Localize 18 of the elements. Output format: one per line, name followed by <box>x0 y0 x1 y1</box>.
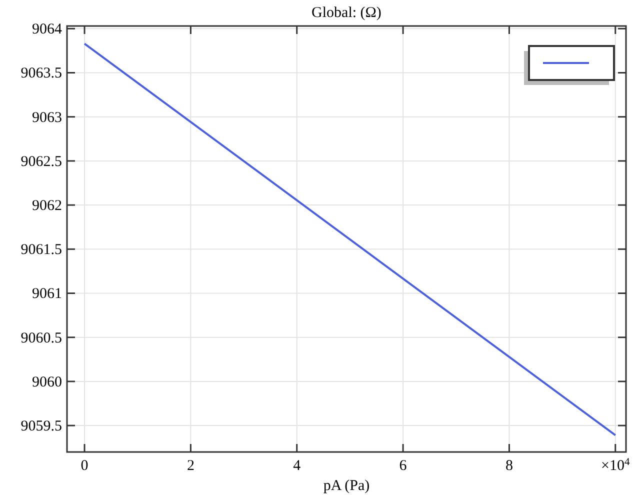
x-axis-title: pA (Pa) <box>323 478 370 494</box>
y-tick-label: 9060 <box>32 374 62 390</box>
y-tick-label: 9062 <box>32 198 62 214</box>
y-tick-label: 9062.5 <box>20 154 62 170</box>
y-tick-label: 9060.5 <box>20 330 62 346</box>
y-tick-label: 9063 <box>32 110 62 126</box>
x-tick-label: 6 <box>399 458 408 474</box>
x-tick-label: 4 <box>293 458 302 474</box>
x-tick-label: ×10$^{4}$ <box>601 456 630 474</box>
x-tick-label: 0 <box>80 458 88 474</box>
y-tick-label: 9061 <box>32 286 62 302</box>
x-tick-label: 2 <box>186 458 194 474</box>
y-tick-label: 9061.5 <box>20 242 62 258</box>
x-tick-label: 8 <box>505 458 513 474</box>
y-tick-label: 9064 <box>32 22 62 38</box>
y-tick-label: 9059.5 <box>20 418 62 435</box>
y-tick-label: 9063.5 <box>20 66 62 82</box>
chart-title: Global: (Ω) <box>312 5 382 21</box>
